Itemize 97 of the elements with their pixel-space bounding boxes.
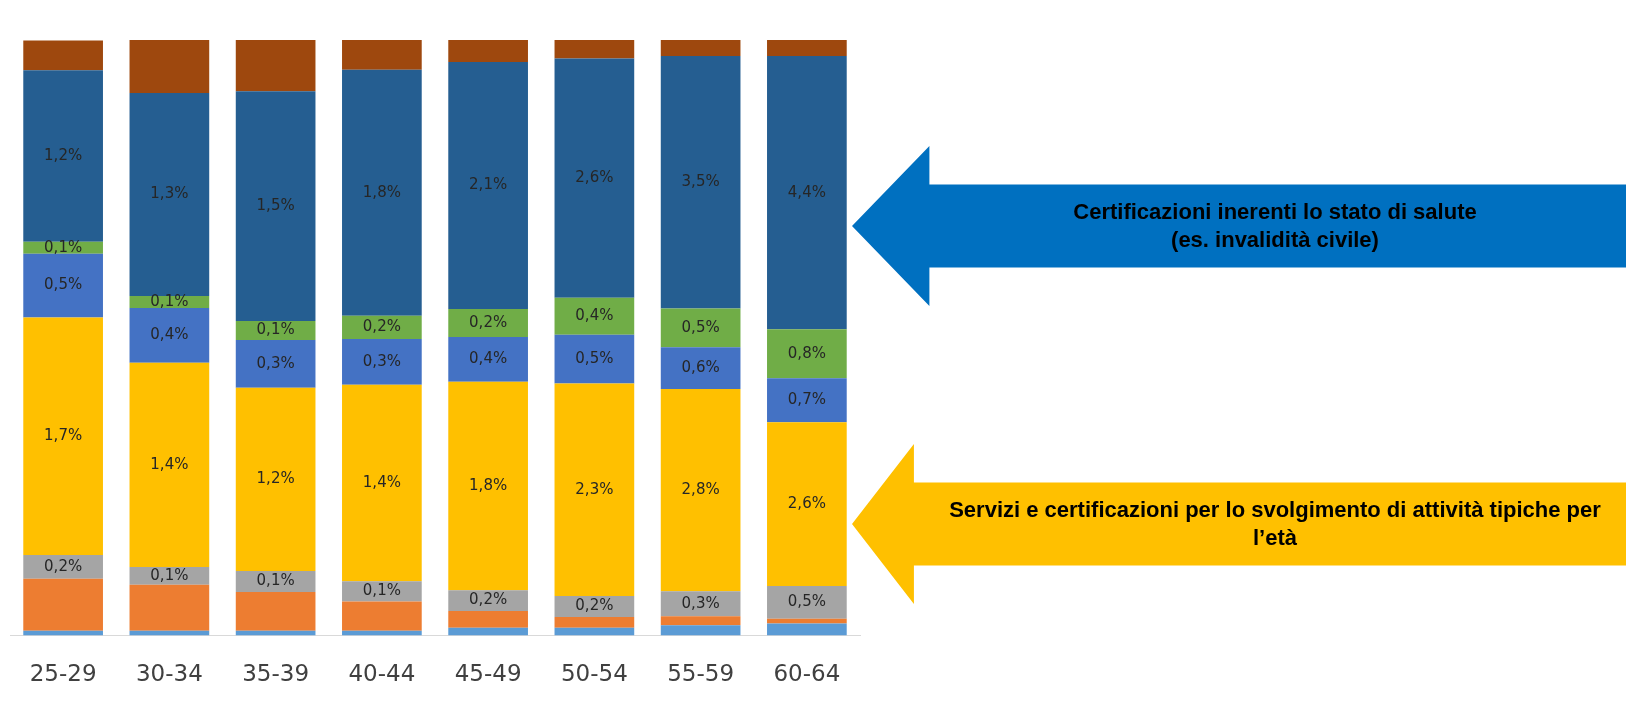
bar — [554, 383, 635, 597]
bar — [660, 347, 741, 389]
annotation: 2,1% — [469, 175, 508, 194]
annotation: 1,7% — [44, 426, 83, 445]
annotation: 1,4% — [150, 454, 189, 473]
annotation: 4,4% — [787, 182, 826, 201]
annotation: 0,4% — [150, 325, 189, 344]
bar — [448, 610, 528, 628]
bar — [554, 616, 635, 628]
x-tick-label: 40-44 — [348, 660, 416, 687]
bar — [554, 40, 635, 59]
annotation: 1,3% — [150, 184, 189, 203]
bar — [448, 40, 528, 63]
x-tick-label: 30-34 — [135, 660, 203, 687]
bar — [767, 56, 847, 330]
annotation: 0,4% — [575, 306, 614, 325]
annotation: 1,5% — [256, 196, 295, 215]
bar — [235, 91, 316, 322]
bar — [767, 40, 847, 57]
bar — [767, 422, 847, 586]
bar — [235, 40, 316, 92]
bar — [23, 253, 103, 318]
annotation: 0,2% — [362, 317, 401, 336]
annotation: 0,2% — [44, 556, 83, 575]
annotation: 0,3% — [681, 593, 720, 612]
x-tick-label: 50-54 — [560, 660, 628, 687]
annotation: 0,1% — [150, 291, 189, 310]
annotation: 0,5% — [787, 592, 826, 611]
annotation: 0,5% — [575, 349, 614, 368]
bar — [129, 307, 210, 363]
annotation: 1,2% — [256, 469, 295, 488]
x-tick-label: 35-39 — [242, 660, 310, 687]
bar — [767, 623, 847, 636]
bar — [129, 362, 210, 567]
annotation: 2,6% — [787, 494, 826, 512]
bar — [660, 625, 741, 636]
bar — [554, 627, 635, 636]
bar — [342, 384, 422, 582]
x-tick-label: 45-49 — [454, 660, 522, 687]
bar — [23, 578, 103, 631]
x-tick-label: 55-59 — [667, 660, 735, 687]
bar — [660, 40, 741, 57]
bar — [767, 329, 847, 379]
annotation: 0,6% — [681, 357, 720, 376]
annotation: 0,1% — [44, 237, 83, 256]
annotation: 0,1% — [362, 581, 401, 600]
bar — [129, 584, 210, 631]
annotation: 0,3% — [362, 351, 401, 370]
x-tick-label: 60-64 — [773, 660, 841, 687]
bar — [235, 387, 316, 572]
annotation: 3,5% — [681, 172, 720, 191]
text: Servizi e certificazioni per lo svolgimento di attività tipiche per l’età — [948, 496, 1602, 552]
bar — [342, 338, 422, 385]
annotation: 0,2% — [575, 596, 614, 615]
annotation: 0,4% — [469, 349, 508, 368]
bar — [342, 601, 422, 631]
bar — [342, 40, 422, 70]
bar — [342, 69, 422, 316]
annotation: 2,3% — [575, 479, 614, 498]
bar — [767, 585, 847, 619]
annotation: 0,5% — [681, 317, 720, 336]
annotation: 0,2% — [469, 313, 508, 331]
bar — [767, 378, 847, 423]
bar — [554, 58, 635, 298]
bar — [23, 317, 103, 556]
bar — [660, 308, 741, 348]
text: Certificazioni inerenti lo stato di salute (es. invalidità civile) — [1072, 198, 1478, 254]
bar — [554, 334, 635, 384]
annotation: 1,4% — [362, 472, 401, 491]
bar — [448, 62, 528, 310]
annotation: 0,3% — [256, 353, 295, 372]
annotation: 2,8% — [681, 480, 720, 499]
annotation: 0,1% — [256, 320, 295, 339]
bar — [660, 56, 741, 309]
bar — [448, 627, 528, 636]
annotation: 0,1% — [256, 571, 295, 590]
bar — [448, 337, 528, 382]
annotation: 1,8% — [362, 182, 401, 201]
bar — [23, 40, 103, 71]
bar — [554, 297, 635, 335]
bar — [235, 591, 316, 631]
bar — [448, 309, 528, 338]
bar — [660, 616, 741, 626]
annotation: 1,8% — [469, 475, 508, 494]
annotation: 0,7% — [787, 390, 826, 409]
annotation: 0,1% — [150, 565, 189, 584]
annotation: 1,2% — [44, 145, 83, 164]
annotation: 0,5% — [44, 275, 83, 294]
annotation: 0,8% — [787, 343, 826, 362]
bar — [129, 40, 210, 93]
bar — [660, 388, 741, 592]
bar — [448, 381, 528, 591]
bar — [23, 70, 103, 242]
bar — [235, 340, 316, 388]
annotation: 0,2% — [469, 590, 508, 609]
annotation: 2,6% — [575, 168, 614, 187]
x-tick-label: 25-29 — [29, 660, 97, 687]
